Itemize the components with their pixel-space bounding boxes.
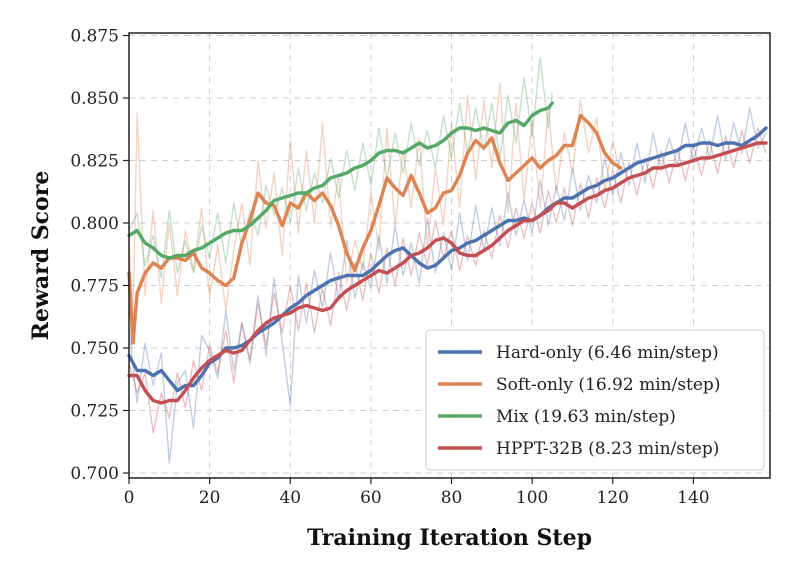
y-tick-label: 0.775	[70, 277, 119, 297]
y-tick-label: 0.725	[70, 402, 119, 422]
x-tick-label: 100	[516, 488, 548, 508]
legend-label: HPPT-32B (8.23 min/step)	[496, 439, 719, 459]
y-tick-label: 0.875	[70, 27, 119, 47]
series-raw-line	[128, 82, 622, 324]
y-axis-ticks: 0.700 0.725 0.750 0.775 0.800 0.825 0.850 0.875	[70, 27, 129, 484]
legend: Hard-only (6.46 min/step) Soft-only (16.9…	[425, 329, 765, 471]
y-tick-label: 0.700	[70, 464, 119, 484]
x-tick-label: 120	[597, 488, 629, 508]
series-raw-line	[128, 57, 553, 279]
y-tick-label: 0.850	[70, 89, 119, 109]
x-tick-label: 140	[677, 488, 709, 508]
y-axis-label: Reward Score	[28, 171, 54, 341]
x-axis-label: Training Iteration Step	[307, 525, 592, 551]
legend-box	[425, 329, 765, 471]
series-smoothed-line	[127, 126, 768, 393]
x-axis-ticks: 0 20 40 60 80 100 120 140	[124, 478, 710, 508]
legend-label: Soft-only (16.92 min/step)	[496, 375, 720, 395]
smoothed-series-layer	[127, 101, 768, 405]
legend-label: Hard-only (6.46 min/step)	[496, 343, 719, 363]
x-tick-label: 60	[360, 488, 382, 508]
x-tick-label: 0	[124, 488, 135, 508]
plot-area-frame	[128, 32, 771, 479]
series-smoothed-line	[127, 141, 768, 405]
series-raw-line	[128, 107, 767, 464]
y-tick-label: 0.750	[70, 339, 119, 359]
x-tick-label: 40	[279, 488, 301, 508]
series-smoothed-line	[127, 113, 623, 345]
y-tick-label: 0.800	[70, 214, 119, 234]
x-tick-label: 20	[199, 488, 221, 508]
x-tick-label: 80	[441, 488, 463, 508]
y-tick-label: 0.825	[70, 152, 119, 172]
legend-label: Mix (19.63 min/step)	[496, 407, 676, 427]
series-smoothed-line	[127, 101, 554, 260]
